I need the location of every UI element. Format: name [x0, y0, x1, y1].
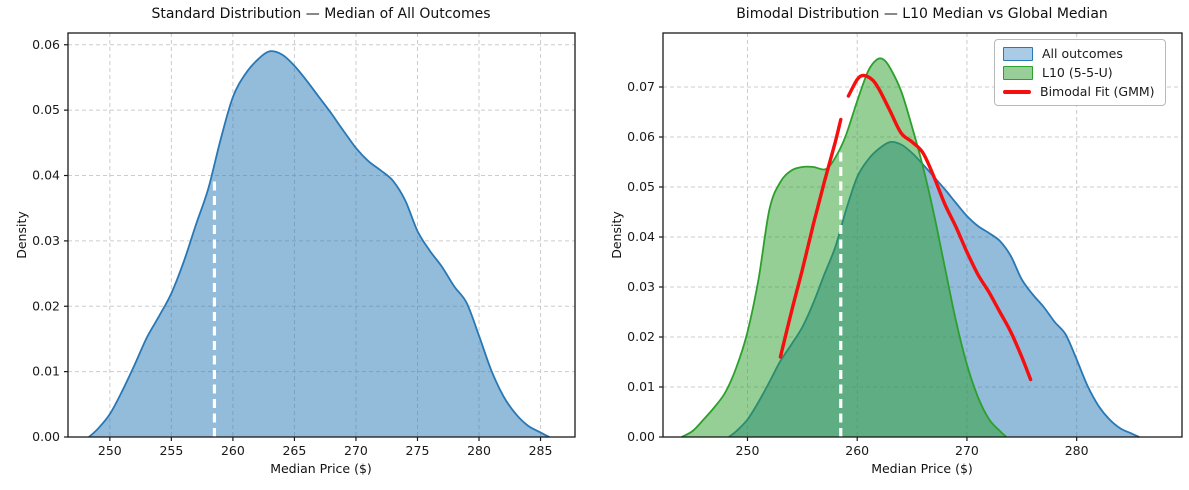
legend-swatch-all-outcomes-icon	[1003, 46, 1033, 61]
y-tick-label: 0.01	[32, 364, 60, 379]
x-tick-label: 260	[845, 443, 869, 458]
right-panel-title: Bimodal Distribution — L10 Median vs Glo…	[736, 6, 1108, 22]
y-tick-label: 0.01	[627, 379, 655, 394]
y-tick-label: 0.00	[627, 429, 655, 444]
kde-area-all-outcomes	[88, 51, 550, 438]
axes-spines	[67, 32, 576, 438]
legend-swatch-l10-icon	[1003, 65, 1033, 80]
legend-label: Bimodal Fit (GMM)	[1040, 84, 1155, 99]
y-tick-label: 0.03	[627, 279, 655, 294]
legend-entry-all-outcomes: All outcomes	[1003, 46, 1155, 61]
right-x-axis-label: Median Price ($)	[871, 461, 973, 476]
x-tick-label: 280	[1065, 443, 1089, 458]
y-tick-label: 0.06	[627, 129, 655, 144]
kde-curve-all-outcomes	[88, 50, 550, 438]
y-tick-label: 0.02	[32, 298, 60, 313]
x-tick-label: 280	[467, 443, 491, 458]
y-tick-label: 0.07	[627, 79, 655, 94]
x-tick-label: 250	[98, 443, 122, 458]
x-tick-label: 275	[406, 443, 430, 458]
x-tick-label: 260	[221, 443, 245, 458]
y-tick-label: 0.03	[32, 233, 60, 248]
legend-entry-gmm: Bimodal Fit (GMM)	[1003, 84, 1155, 99]
y-tick-label: 0.04	[627, 229, 655, 244]
legend-label: All outcomes	[1042, 46, 1123, 61]
left-x-axis-label: Median Price ($)	[270, 461, 372, 476]
x-tick-label: 265	[282, 443, 306, 458]
y-tick-label: 0.00	[32, 429, 60, 444]
left-panel-title: Standard Distribution — Median of All Ou…	[151, 6, 491, 22]
y-tick-label: 0.04	[32, 168, 60, 183]
y-tick-label: 0.06	[32, 37, 60, 52]
legend-entry-l10: L10 (5-5-U)	[1003, 65, 1155, 80]
x-tick-label: 255	[159, 443, 183, 458]
x-tick-label: 270	[344, 443, 368, 458]
axes-spines	[662, 32, 1183, 438]
x-tick-label: 250	[736, 443, 760, 458]
kde-curve-l10-5-5-u-	[681, 57, 1008, 438]
y-tick-label: 0.05	[32, 102, 60, 117]
x-tick-label: 285	[529, 443, 553, 458]
right-y-axis-label: Density	[609, 211, 624, 259]
x-tick-label: 270	[955, 443, 979, 458]
gmm-fit-line	[846, 73, 1033, 382]
legend-swatch-gmm-line-icon	[1003, 89, 1031, 94]
kde-area-l10-5-5-u-	[681, 58, 1007, 437]
legend-label: L10 (5-5-U)	[1042, 65, 1113, 80]
y-tick-label: 0.02	[627, 329, 655, 344]
left-y-axis-label: Density	[14, 211, 29, 259]
y-tick-label: 0.05	[627, 179, 655, 194]
legend: All outcomes L10 (5-5-U) Bimodal Fit (GM…	[994, 39, 1166, 106]
gmm-fit-line	[778, 117, 843, 359]
